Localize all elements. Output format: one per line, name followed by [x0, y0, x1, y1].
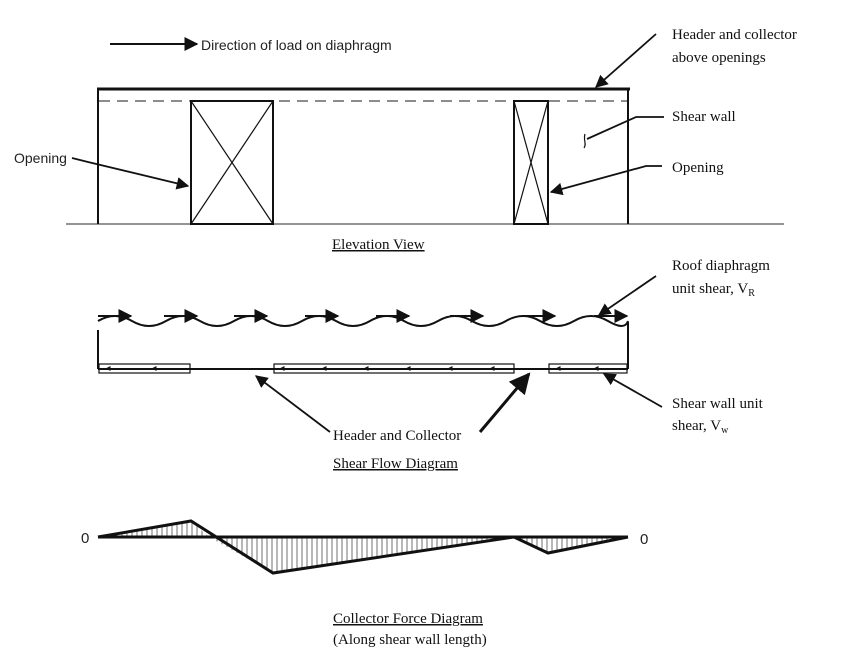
shear-wall-mark — [583, 133, 586, 149]
shear-wall-unit-label-1: Shear wall unit — [672, 396, 764, 412]
force-right-zero: 0 — [640, 531, 648, 548]
header-collector-leader-right — [478, 372, 531, 433]
diaphragm-break-line — [97, 315, 629, 327]
collector-force-diagram: 0 0 Collector Force Diagram (Along shear… — [81, 519, 648, 648]
header-collector-leader-left — [254, 375, 331, 433]
collector-force-subcaption: (Along shear wall length) — [333, 632, 487, 648]
opening-left-leader — [71, 157, 190, 190]
opening-right-leader — [549, 165, 662, 196]
shear-wall-label: Shear wall — [672, 109, 736, 125]
roof-diaphragm-label-2: unit shear, VR — [672, 281, 755, 299]
shear-flow-caption: Shear Flow Diagram — [333, 456, 458, 472]
opening-left-label: Opening — [14, 150, 67, 166]
header-collector-leader — [595, 33, 657, 88]
roof-diaphragm-leader — [597, 275, 657, 316]
elevation-view-caption: Elevation View — [332, 237, 425, 253]
opening-left — [190, 100, 274, 225]
load-direction-label: Direction of load on diaphragm — [201, 37, 392, 53]
roof-diaphragm-label-1: Roof diaphragm — [672, 258, 770, 274]
shear-wall-segment-1 — [98, 363, 191, 374]
header-collector-above-label-1: Header and collector — [672, 27, 797, 43]
force-curve — [97, 519, 629, 575]
header-collector-above-label-2: above openings — [672, 50, 766, 66]
shear-wall-unit-label-2: shear, Vw — [672, 418, 729, 436]
header-and-collector-label: Header and Collector — [333, 428, 461, 444]
shear-wall-leader — [586, 116, 664, 140]
force-left-zero: 0 — [81, 530, 89, 547]
opening-right-label: Opening — [672, 160, 724, 176]
force-area-2 — [209, 537, 514, 573]
elevation-view: Header and collector above openings Shea… — [14, 27, 797, 253]
opening-right — [513, 100, 549, 225]
shear-wall-unit-leader — [602, 373, 663, 408]
shear-wall-segment-3 — [548, 363, 628, 374]
collector-force-caption: Collector Force Diagram — [333, 611, 483, 627]
shear-flow-diagram: Roof diaphragm unit shear, VR Shear wall… — [97, 258, 770, 472]
shear-wall-segment-2 — [273, 363, 515, 374]
load-direction-legend: Direction of load on diaphragm — [110, 37, 392, 53]
